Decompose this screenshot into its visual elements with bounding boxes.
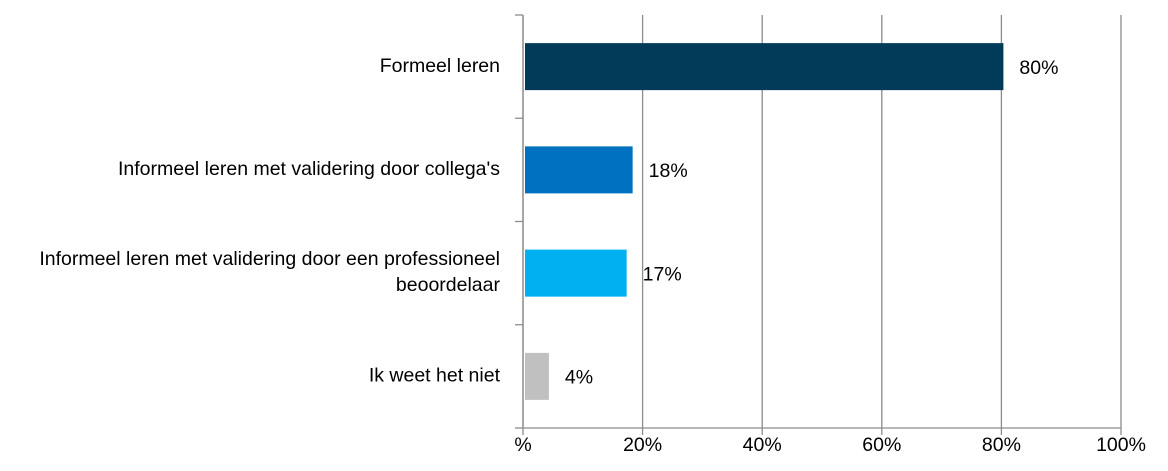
value-label: 18% xyxy=(649,160,688,182)
bar xyxy=(525,43,1004,91)
x-tick-label: % xyxy=(514,434,531,456)
value-label: 80% xyxy=(1019,57,1058,79)
x-tick-label: 80% xyxy=(982,434,1021,456)
y-tick-label: Ik weet het niet xyxy=(369,365,501,387)
bar xyxy=(525,352,549,400)
value-label: 17% xyxy=(643,263,682,285)
value-label: 4% xyxy=(565,367,593,389)
bar xyxy=(525,146,633,194)
bar xyxy=(525,249,627,297)
x-tick-label: 40% xyxy=(743,434,782,456)
y-tick-label: Formeel leren xyxy=(380,55,500,77)
y-tick-label: Informeel leren met validering door een … xyxy=(39,248,500,296)
x-tick-label: 60% xyxy=(862,434,901,456)
y-tick-label: Informeel leren met validering door coll… xyxy=(118,158,500,180)
x-tick-label: 100% xyxy=(1096,434,1146,456)
x-tick-label: 20% xyxy=(623,434,662,456)
